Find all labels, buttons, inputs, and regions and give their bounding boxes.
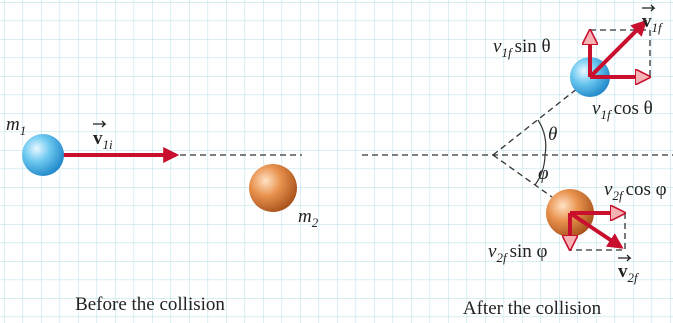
collision-diagram: m1 v1i m2 Before the collision v1fsin θ … [0, 0, 673, 323]
ball-m1 [22, 134, 64, 176]
caption-after: After the collision [463, 298, 602, 319]
text-part: cos θ [614, 98, 653, 119]
text-part: sin θ [515, 36, 551, 57]
text-part: v [642, 11, 652, 32]
label-phi: φ [538, 163, 549, 184]
text-part: 1 [20, 123, 27, 138]
text-part: 2 [312, 215, 319, 230]
text-part: v [93, 128, 103, 149]
label-theta: θ [548, 124, 557, 145]
text-part: m [298, 206, 312, 227]
text-part: sin φ [510, 241, 548, 262]
text-part: v [618, 261, 628, 282]
text-part: m [6, 114, 20, 135]
caption-before: Before the collision [75, 294, 225, 315]
text-part: 1i [103, 137, 114, 152]
text-part: cos φ [626, 179, 667, 200]
grid-background [0, 0, 673, 323]
ball-m2 [249, 164, 297, 212]
